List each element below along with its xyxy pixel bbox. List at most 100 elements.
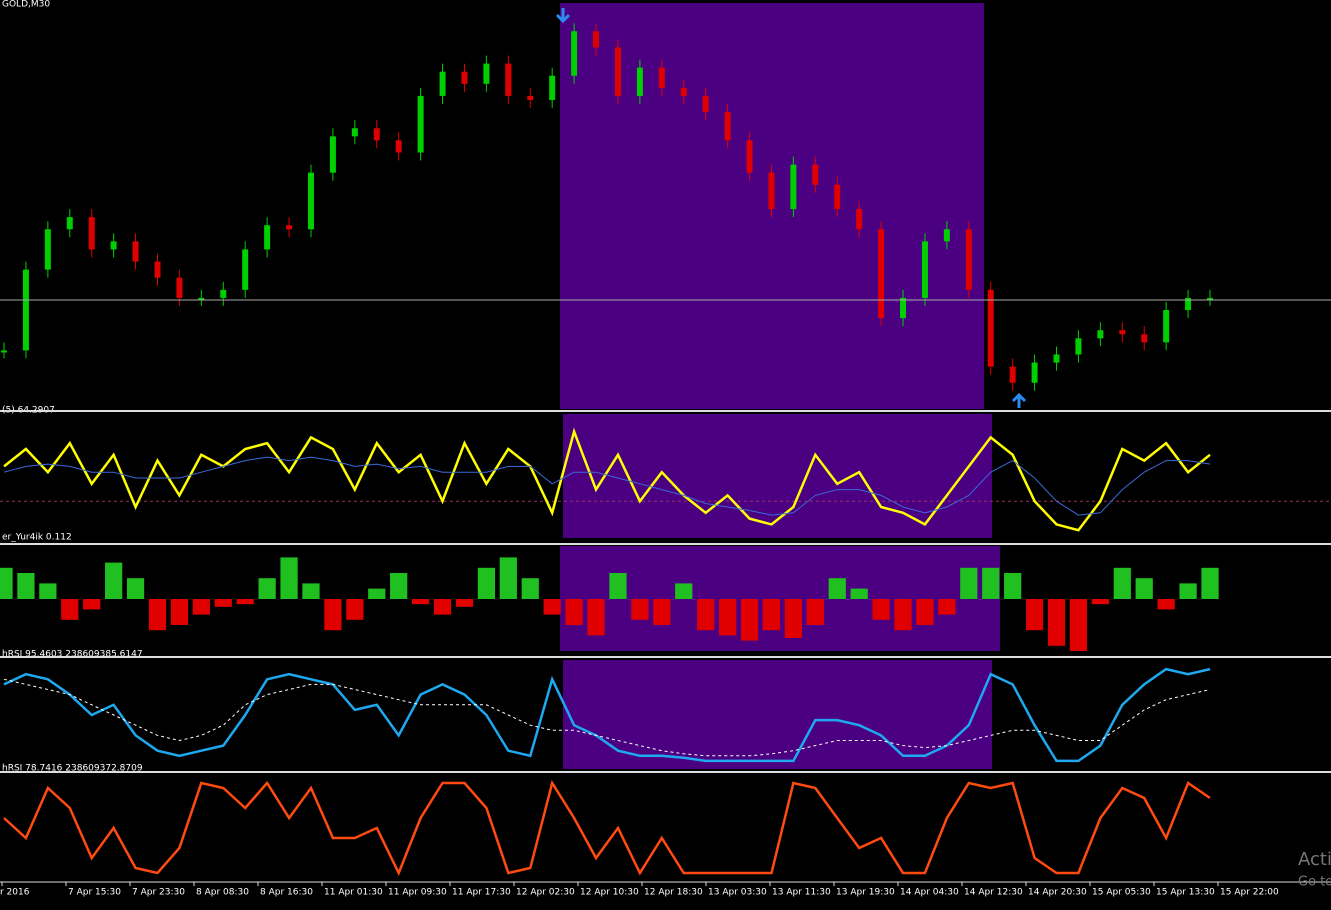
time-label: 12 Apr 18:30 <box>644 888 703 898</box>
histogram-bar <box>477 567 496 599</box>
time-label: 11 Apr 01:30 <box>324 888 383 898</box>
candle <box>307 172 314 230</box>
candle <box>44 229 51 270</box>
histogram-bar <box>697 599 715 631</box>
panel-separator <box>0 771 1331 773</box>
histogram-bar <box>982 567 1000 599</box>
time-label: 14 Apr 12:30 <box>964 888 1023 898</box>
candle <box>1075 338 1082 355</box>
histogram-bar <box>499 557 517 599</box>
indicator-line <box>3 779 1211 877</box>
histogram-bar <box>565 599 583 625</box>
candle <box>1053 354 1060 363</box>
histogram-bar <box>894 599 912 631</box>
candle <box>549 75 556 100</box>
candle <box>417 95 424 153</box>
candle <box>88 217 95 250</box>
time-label: 15 Apr 22:00 <box>1220 888 1279 898</box>
histogram-bar <box>17 573 35 599</box>
panel-label: hRSI 78.7416 238609372.8709 <box>2 764 143 774</box>
candle <box>614 47 621 96</box>
candle <box>1 350 7 353</box>
candle <box>439 71 446 96</box>
candle <box>154 261 161 278</box>
highlight-zone <box>563 660 992 769</box>
panel-separator <box>0 410 1331 412</box>
candle <box>198 297 205 300</box>
candle <box>746 140 753 173</box>
candle <box>176 277 183 298</box>
candle <box>943 229 950 242</box>
histogram-bar <box>83 599 101 610</box>
candle <box>1141 334 1148 343</box>
histogram-bar <box>1135 578 1153 599</box>
panel-label: er_Yur4ik 0.112 <box>2 533 72 543</box>
candle <box>286 225 293 230</box>
candle <box>856 209 863 230</box>
histogram-bar <box>39 583 57 599</box>
histogram-bar <box>280 557 298 599</box>
indicator-line <box>3 667 1211 763</box>
histogram-bar <box>740 599 759 641</box>
time-label: 7 Apr 15:30 <box>68 888 121 898</box>
histogram-bar <box>543 599 561 615</box>
candle <box>834 184 841 210</box>
candle <box>1031 362 1038 383</box>
histogram-bar <box>916 599 934 625</box>
time-label: 14 Apr 20:30 <box>1028 888 1087 898</box>
histogram-bar <box>1091 599 1109 605</box>
watermark: Acti <box>1298 849 1331 870</box>
histogram-bar <box>105 562 123 599</box>
watermark: Go to <box>1298 875 1331 890</box>
sell-arrow <box>555 8 571 24</box>
histogram-bar <box>1069 599 1088 651</box>
histogram-bar <box>368 588 386 599</box>
highlight-zone <box>563 414 992 538</box>
candle <box>22 269 29 351</box>
histogram-bar <box>631 599 649 620</box>
histogram-bar <box>872 599 890 620</box>
candle <box>921 241 928 298</box>
candle <box>242 249 249 290</box>
candle <box>636 67 643 96</box>
time-label: 14 Apr 04:30 <box>900 888 959 898</box>
time-label: 13 Apr 19:30 <box>836 888 895 898</box>
time-label: r 2016 <box>0 888 30 898</box>
histogram-bar <box>806 599 824 625</box>
time-label: 8 Apr 16:30 <box>260 888 313 898</box>
candle <box>461 71 468 84</box>
candle <box>768 172 775 210</box>
indicator-line <box>3 678 1211 757</box>
histogram-bar <box>1157 599 1175 610</box>
panel-label: hRSI 95.4603 238609385.6147 <box>2 650 143 660</box>
panel-label: GOLD,M30 <box>2 0 50 10</box>
histogram-bar <box>1047 599 1066 646</box>
panel-separator <box>0 656 1331 658</box>
candle <box>264 225 271 250</box>
histogram-bar <box>214 599 232 607</box>
histogram-bar <box>433 599 452 615</box>
histogram-bar <box>828 578 846 599</box>
histogram-bar <box>850 588 868 599</box>
histogram-bar <box>1179 583 1197 599</box>
time-label: 12 Apr 02:30 <box>516 888 575 898</box>
histogram-bar <box>1025 599 1044 631</box>
histogram-bar <box>653 599 671 625</box>
histogram-bar <box>455 599 474 607</box>
candle <box>812 164 819 185</box>
candle <box>724 112 731 141</box>
indicator-line <box>3 427 1211 532</box>
candle <box>987 289 994 367</box>
histogram-bar <box>609 573 627 599</box>
histogram-bar <box>258 578 276 599</box>
buy-arrow <box>1011 392 1027 408</box>
panel-separator <box>0 543 1331 545</box>
time-label: 11 Apr 09:30 <box>388 888 447 898</box>
indicator-line <box>3 456 1211 516</box>
histogram-bar <box>784 599 802 638</box>
candle <box>593 31 600 48</box>
candle <box>1163 310 1170 343</box>
histogram-bar <box>0 567 13 599</box>
